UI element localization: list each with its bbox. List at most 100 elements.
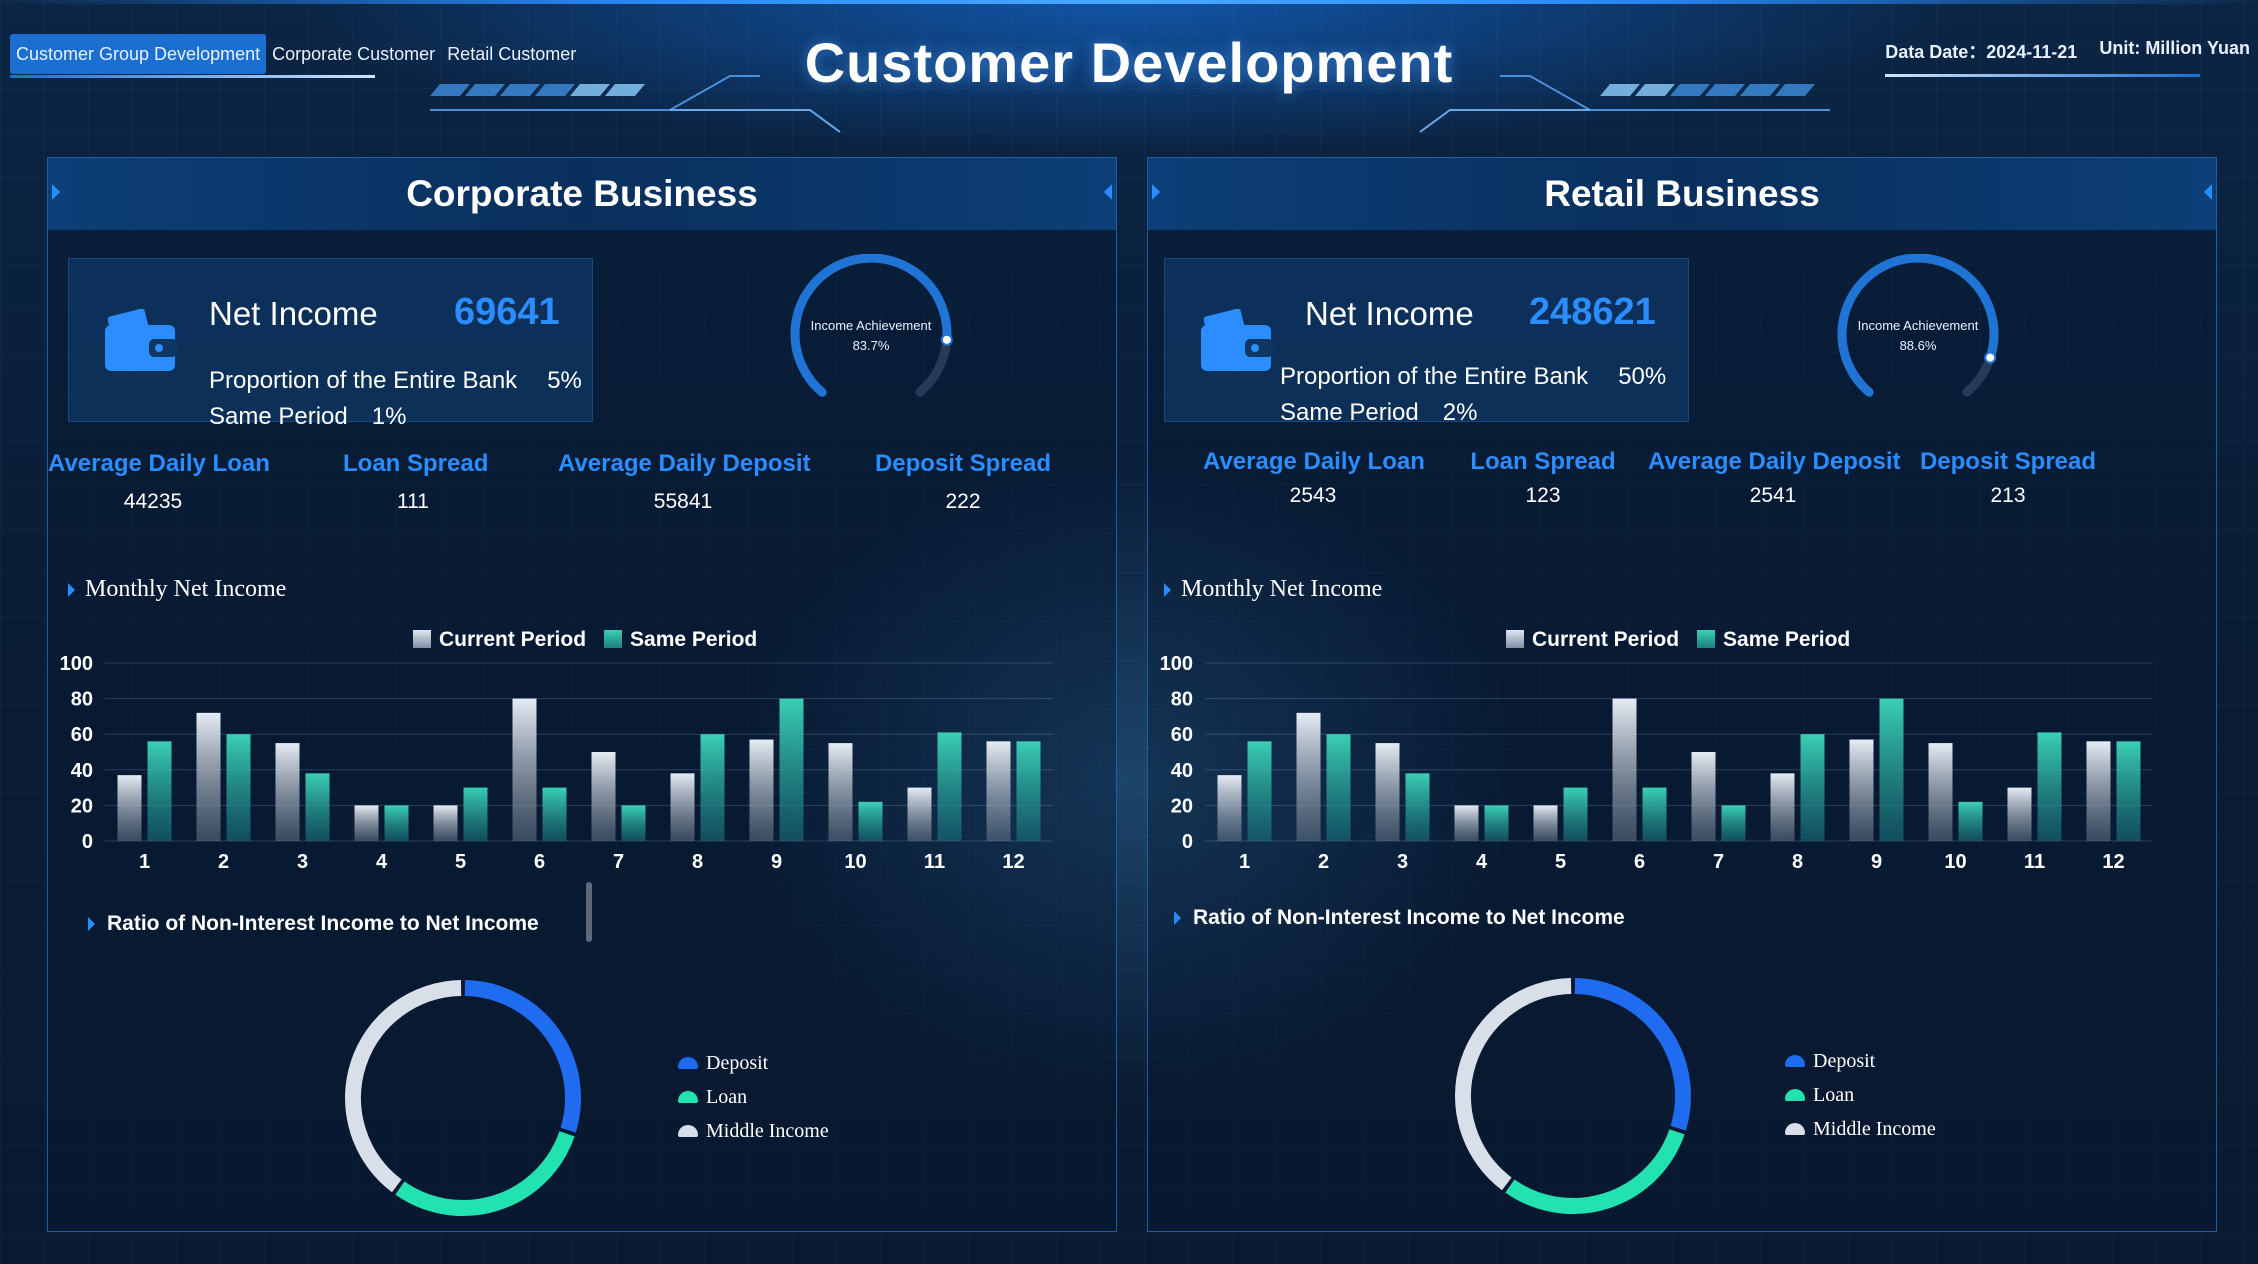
bar-same-period[interactable]	[2116, 741, 2141, 841]
kpi-average-daily-loan: Average Daily Loan 44235	[48, 450, 270, 514]
tab-retail-customer[interactable]: Retail Customer	[447, 44, 577, 64]
donut-slice-deposit[interactable]	[1574, 978, 1691, 1131]
donut-slice-loan[interactable]	[1505, 1129, 1685, 1214]
legend-loan[interactable]: Loan	[1785, 1078, 1936, 1112]
bar-same-period[interactable]	[463, 787, 488, 841]
donut-slice-middle-income[interactable]	[345, 980, 462, 1193]
bar-current-period[interactable]	[1691, 752, 1716, 841]
y-tick-label: 100	[1160, 653, 1193, 675]
legend-label: Loan	[1813, 1083, 1855, 1106]
legend-middle-income[interactable]: Middle Income	[1785, 1112, 1936, 1146]
bar-same-period[interactable]	[1642, 787, 1667, 841]
donut-slice-deposit[interactable]	[464, 980, 581, 1133]
bar-same-period[interactable]	[779, 698, 804, 841]
legend-deposit[interactable]: Deposit	[678, 1046, 829, 1080]
bar-same-period[interactable]	[305, 773, 330, 841]
bar-same-period[interactable]	[1563, 787, 1588, 841]
bar-same-period[interactable]	[1247, 741, 1272, 841]
y-tick-label: 20	[71, 795, 93, 817]
bar-current-period[interactable]	[512, 698, 537, 841]
bar-same-period[interactable]	[226, 734, 251, 841]
proportion-value: 5%	[547, 367, 582, 394]
legend-current-period[interactable]: Current Period	[413, 628, 586, 652]
donut-slice-loan[interactable]	[395, 1131, 575, 1216]
bar-same-period[interactable]	[1879, 698, 1904, 841]
bar-same-period[interactable]	[2037, 732, 2062, 841]
bar-same-period[interactable]	[700, 734, 725, 841]
donut-slice-middle-income[interactable]	[1455, 978, 1572, 1191]
x-tick-label: 2	[218, 851, 229, 873]
bar-current-period[interactable]	[907, 787, 932, 841]
legend-middle-income[interactable]: Middle Income	[678, 1114, 829, 1148]
legend-same-period[interactable]: Same Period	[1697, 628, 1850, 652]
y-tick-label: 80	[71, 689, 93, 711]
legend-deposit[interactable]: Deposit	[1785, 1044, 1936, 1078]
bar-current-period[interactable]	[1612, 698, 1637, 841]
same-period-row: Same Period 1%	[209, 403, 406, 431]
bar-current-period[interactable]	[986, 741, 1011, 841]
bar-current-period[interactable]	[1375, 743, 1400, 841]
kpi-value: 213	[1990, 484, 2026, 507]
legend-swatch	[1506, 630, 1524, 648]
section-title-text: Monthly Net Income	[1181, 576, 1383, 602]
bar-current-period[interactable]	[117, 775, 142, 841]
legend-swatch	[413, 630, 431, 648]
kpi-label: Average Daily Deposit	[558, 450, 811, 477]
gauge-handle	[1984, 351, 1997, 364]
legend-current-period[interactable]: Current Period	[1506, 628, 1679, 652]
bar-current-period[interactable]	[1296, 712, 1321, 841]
bar-same-period[interactable]	[1484, 805, 1509, 841]
scrollbar-thumb[interactable]	[586, 882, 592, 942]
legend-label: Middle Income	[706, 1119, 829, 1142]
y-tick-label: 40	[71, 760, 93, 782]
bar-current-period[interactable]	[2086, 741, 2111, 841]
tab-bar: Customer Group Development Corporate Cus…	[10, 34, 582, 74]
data-date: Data Date：2024-11-21	[1885, 38, 2077, 64]
bar-same-period[interactable]	[858, 801, 883, 841]
bar-same-period[interactable]	[1016, 741, 1041, 841]
bar-current-period[interactable]	[591, 752, 616, 841]
bar-current-period[interactable]	[670, 773, 695, 841]
chevron-left-icon	[1104, 184, 1112, 200]
bar-same-period[interactable]	[384, 805, 409, 841]
bar-same-period[interactable]	[1958, 801, 1983, 841]
bar-current-period[interactable]	[1533, 805, 1558, 841]
bar-current-period[interactable]	[1770, 773, 1795, 841]
kpi-loan-spread: Loan Spread 123	[1468, 448, 1618, 508]
bar-current-period[interactable]	[2007, 787, 2032, 841]
x-tick-label: 6	[1634, 851, 1645, 873]
bar-current-period[interactable]	[196, 712, 221, 841]
bar-same-period[interactable]	[542, 787, 567, 841]
middle-income-legend-icon	[678, 1125, 698, 1137]
bar-same-period[interactable]	[1405, 773, 1430, 841]
income-achievement-gauge: Income Achievement 88.6%	[1828, 253, 2008, 404]
tab-customer-group-development[interactable]: Customer Group Development	[10, 34, 267, 74]
bar-current-period[interactable]	[433, 805, 458, 841]
tab-corporate-customer[interactable]: Corporate Customer	[272, 44, 436, 64]
bar-same-period[interactable]	[1721, 805, 1746, 841]
triangle-icon	[1174, 911, 1181, 925]
bar-current-period[interactable]	[354, 805, 379, 841]
bar-current-period[interactable]	[275, 743, 300, 841]
bar-current-period[interactable]	[828, 743, 853, 841]
bar-same-period[interactable]	[937, 732, 962, 841]
ratio-donut-chart	[1455, 978, 1691, 1214]
bar-current-period[interactable]	[1454, 805, 1479, 841]
bar-same-period[interactable]	[621, 805, 646, 841]
same-period-row: Same Period 2%	[1280, 399, 1477, 427]
bar-current-period[interactable]	[749, 739, 774, 841]
bar-same-period[interactable]	[1800, 734, 1825, 841]
x-tick-label: 3	[1397, 851, 1408, 873]
bar-current-period[interactable]	[1928, 743, 1953, 841]
bar-current-period[interactable]	[1849, 739, 1874, 841]
x-tick-label: 9	[771, 851, 782, 873]
legend-same-period[interactable]: Same Period	[604, 628, 757, 652]
x-tick-label: 5	[455, 851, 466, 873]
bar-same-period[interactable]	[147, 741, 172, 841]
bar-same-period[interactable]	[1326, 734, 1351, 841]
retail-panel-title: Retail Business	[1544, 173, 1820, 214]
bar-current-period[interactable]	[1217, 775, 1242, 841]
legend-loan[interactable]: Loan	[678, 1080, 829, 1114]
gauge-label: Income Achievement 88.6%	[1828, 316, 2008, 356]
x-tick-label: 1	[1239, 851, 1250, 873]
